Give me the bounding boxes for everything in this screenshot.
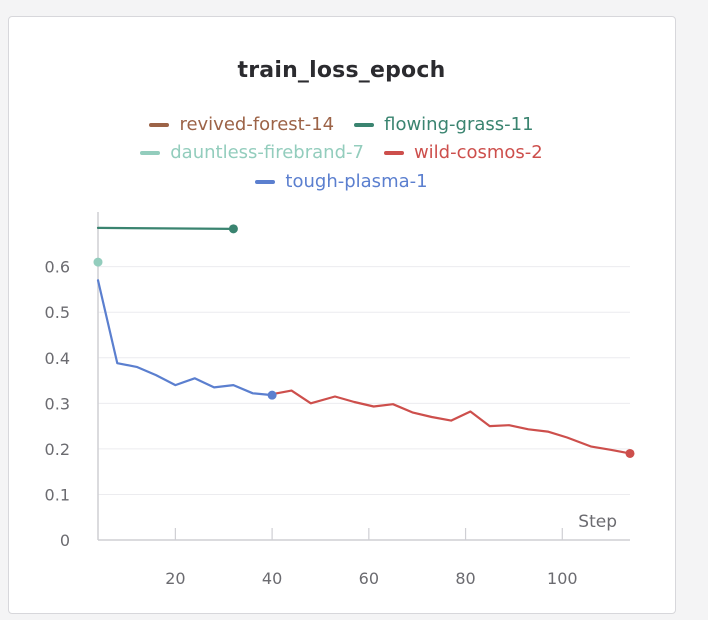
legend-row-1: revived-forest-14 flowing-grass-11: [0, 114, 683, 135]
x-axis-title: Step: [578, 512, 617, 532]
series-endpoint-dauntless-firebrand-7: [93, 257, 103, 267]
x-tick-label: 60: [359, 569, 379, 588]
x-tick-label: 20: [165, 569, 185, 588]
legend-swatch: [140, 150, 161, 155]
x-tick-label: 80: [455, 569, 475, 588]
legend-label: wild-cosmos-2: [413, 142, 543, 163]
legend-swatch: [255, 179, 276, 184]
legend-swatch: [383, 150, 404, 155]
legend-swatch: [354, 122, 375, 127]
y-tick-label: 0: [60, 531, 70, 550]
series-endpoint-tough-plasma-1: [267, 390, 277, 400]
legend-item-dauntless-firebrand-7[interactable]: dauntless-firebrand-7: [140, 142, 364, 163]
legend-label: dauntless-firebrand-7: [170, 142, 364, 163]
chart-title: train_loss_epoch: [237, 58, 446, 83]
series-line-tough-plasma-1: [96, 279, 274, 397]
series-line-flowing-grass-11: [96, 226, 235, 230]
legend-item-tough-plasma-1[interactable]: tough-plasma-1: [255, 171, 428, 192]
x-tick-label: 40: [262, 569, 282, 588]
legend-swatch: [149, 122, 170, 127]
y-tick-label: 0.1: [45, 485, 70, 504]
y-tick-label: 0.3: [45, 394, 70, 413]
y-tick-label: 0.4: [45, 349, 70, 368]
legend-label: flowing-grass-11: [384, 114, 534, 135]
y-tick-label: 0.6: [45, 258, 70, 277]
legend-item-flowing-grass-11[interactable]: flowing-grass-11: [354, 114, 534, 135]
legend-row-3: tough-plasma-1: [0, 171, 683, 192]
legend-label: tough-plasma-1: [285, 171, 428, 192]
series-endpoint-flowing-grass-11: [228, 224, 238, 234]
chart-panel: [8, 16, 676, 614]
legend-item-wild-cosmos-2[interactable]: wild-cosmos-2: [383, 142, 543, 163]
legend-item-revived-forest-14[interactable]: revived-forest-14: [149, 114, 334, 135]
series-line-wild-cosmos-2: [271, 389, 632, 455]
legend-row-2: dauntless-firebrand-7 wild-cosmos-2: [0, 142, 683, 163]
x-tick-label: 100: [547, 569, 578, 588]
y-tick-label: 0.5: [45, 303, 70, 322]
legend-label: revived-forest-14: [179, 114, 335, 135]
series-endpoint-wild-cosmos-2: [625, 448, 635, 458]
y-tick-label: 0.2: [45, 440, 70, 459]
